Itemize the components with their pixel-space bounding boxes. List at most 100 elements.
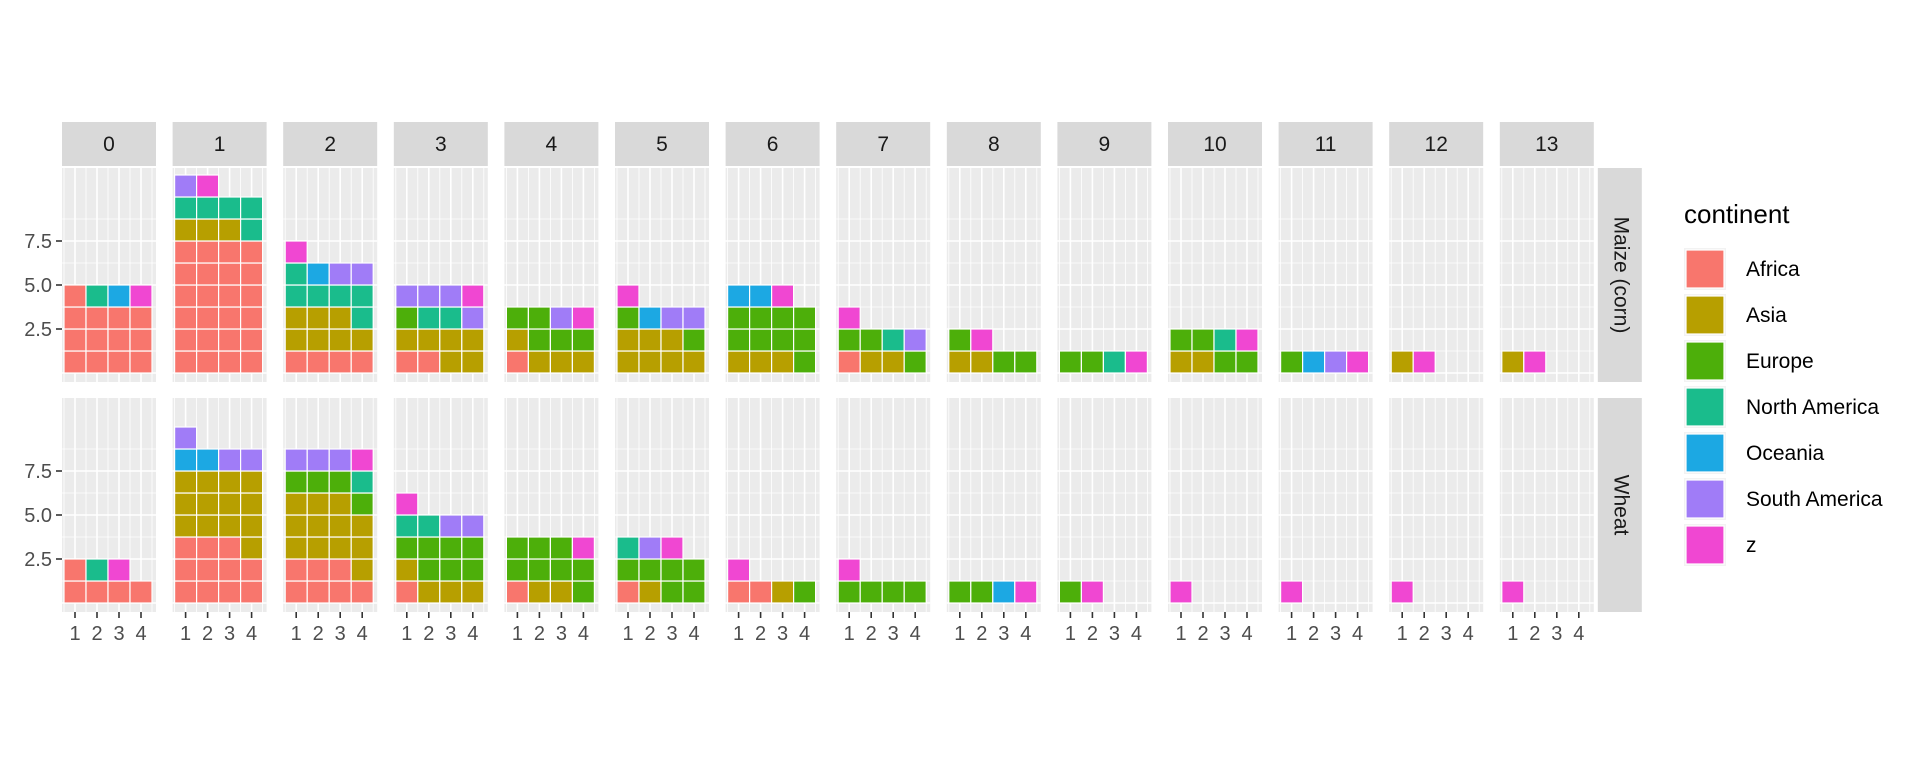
waffle-tile-z [571,306,596,330]
x-tick-label: 1 [1065,623,1076,645]
waffle-tile-europe [549,328,574,352]
waffle-tile-europe [1191,328,1215,352]
x-tick-label: 3 [888,623,899,645]
x-tick-label: 3 [1219,623,1230,645]
waffle-tile-africa [107,328,131,352]
waffle-tile-south-america [439,284,463,308]
waffle-tile-north-america [240,218,264,242]
waffle-tile-z [1523,350,1547,374]
waffle-tile-europe [395,306,419,330]
waffle-tile-asia [638,350,662,374]
waffle-tile-asia [1390,350,1414,374]
waffle-tile-asia [660,350,684,374]
panel-background [1389,398,1484,612]
waffle-tile-asia [439,350,463,374]
waffle-tile-europe [770,306,795,330]
x-tick-label: 4 [1463,623,1474,645]
panel-background [1389,168,1484,382]
waffle-tile-africa [218,284,242,308]
waffle-tile-asia [284,536,308,560]
waffle-tile-europe [1169,328,1193,352]
waffle-tile-africa [196,558,220,582]
x-tick-label: 1 [291,623,302,645]
waffle-tile-oceania [638,306,662,330]
x-tick-label: 2 [1308,623,1319,645]
facet-strip-row [1597,168,1642,382]
waffle-tile-south-america [461,306,485,330]
waffle-tile-z [196,174,220,198]
waffle-tile-africa [616,580,640,604]
waffle-tile-z [1412,350,1436,374]
waffle-tile-asia [549,580,574,604]
waffle-tile-north-america [616,536,640,560]
waffle-tile-africa [129,350,153,374]
waffle-tile-north-america [395,514,419,538]
waffle-tile-asia [505,328,529,352]
waffle-tile-oceania [107,284,131,308]
waffle-tile-africa [174,284,198,308]
waffle-tile-north-america [240,196,264,220]
facet-strip-7 [836,122,931,166]
waffle-tile-africa [726,580,751,604]
waffle-tile-africa [129,306,153,330]
waffle-tile-oceania [992,580,1016,604]
waffle-tile-asia [306,492,330,516]
waffle-tile-asia [571,350,596,374]
waffle-tile-europe [1058,350,1083,374]
waffle-tile-africa [129,328,153,352]
legend-key-oceania [1685,433,1725,473]
waffle-tile-africa [328,558,352,582]
facet-strip-label: 12 [1425,133,1448,156]
x-tick-label: 2 [1529,623,1540,645]
waffle-tile-south-america [284,448,308,472]
waffle-tile-south-america [306,448,330,472]
waffle-tile-asia [948,350,972,374]
waffle-tile-africa [306,580,330,604]
waffle-tile-africa [196,350,220,374]
waffle-tile-z [461,284,485,308]
waffle-tile-south-america [350,262,374,286]
waffle-tile-asia [284,328,308,352]
waffle-tile-north-america [284,284,308,308]
waffle-tile-europe [660,580,684,604]
panel-background [1057,168,1152,382]
x-tick-label: 3 [1109,623,1120,645]
waffle-tile-europe [1014,350,1038,374]
facet-strip-8 [946,122,1041,166]
waffle-tile-africa [306,558,330,582]
waffle-tile-asia [1191,350,1215,374]
waffle-tile-north-america [350,284,374,308]
waffle-tile-africa [63,284,87,308]
x-tick-label: 2 [202,623,213,645]
waffle-tile-europe [948,328,972,352]
waffle-tile-europe [682,558,706,582]
waffle-tile-africa [196,328,220,352]
waffle-tile-africa [837,350,861,374]
waffle-tile-africa [63,306,87,330]
waffle-tile-africa [218,328,242,352]
waffle-tile-europe [903,580,927,604]
x-tick-label: 3 [666,623,677,645]
waffle-tile-z [350,448,374,472]
facet-strip-9 [1057,122,1152,166]
waffle-tile-europe [837,328,861,352]
waffle-tile-europe [748,306,773,330]
waffle-tile-north-america [174,196,198,220]
waffle-tile-europe [859,328,883,352]
waffle-tile-africa [63,328,87,352]
x-tick-label: 4 [910,623,921,645]
y-tick-label: 2.5 [24,319,52,341]
x-tick-label: 1 [512,623,523,645]
x-tick-label: 1 [844,623,855,645]
waffle-tile-europe [439,536,463,560]
facet-strip-label: 5 [656,133,668,156]
waffle-tile-europe [1235,350,1259,374]
facet-strip-label: 13 [1535,133,1558,156]
waffle-tile-africa [505,350,529,374]
waffle-tile-asia [196,470,220,494]
waffle-tile-europe [439,558,463,582]
waffle-tile-africa [196,284,220,308]
waffle-tile-asia [350,328,374,352]
x-tick-label: 1 [954,623,965,645]
facet-strip-label: 7 [877,133,889,156]
